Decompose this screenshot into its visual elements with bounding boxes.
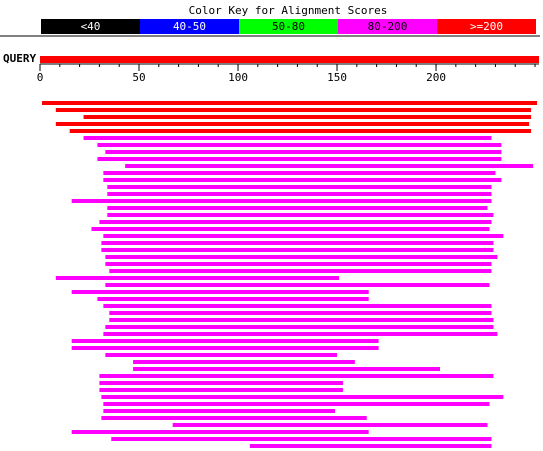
key-label: 50-80: [272, 20, 305, 33]
hit-bar: [109, 269, 492, 273]
hit-bar: [103, 332, 498, 336]
hit-bar: [107, 185, 492, 189]
hit-bar: [97, 297, 369, 301]
query-bar: [40, 56, 539, 63]
hit-bar: [103, 402, 490, 406]
hit-bar: [125, 164, 534, 168]
hit-bar: [105, 353, 338, 357]
hit-bar: [55, 122, 530, 126]
key-label: 80-200: [368, 20, 408, 33]
hit-bar: [99, 374, 494, 378]
x-tick-label: 150: [327, 71, 347, 84]
key-swatch: [338, 19, 437, 34]
hit-bar: [97, 143, 502, 147]
hit-bar: [71, 430, 369, 434]
hit-bar: [105, 262, 492, 266]
hit-bar: [107, 192, 492, 196]
hit-bar: [105, 283, 490, 287]
hit-bar: [133, 367, 440, 371]
key-label: >=200: [470, 20, 503, 33]
hit-bar: [103, 178, 502, 182]
hit-bar: [99, 381, 343, 385]
hit-bar: [105, 325, 494, 329]
hit-bar: [69, 129, 532, 133]
hit-bar: [55, 276, 340, 280]
hit-bar: [55, 108, 532, 112]
key-label: <40: [81, 20, 101, 33]
hit-bar: [101, 416, 367, 420]
key-label: 40-50: [173, 20, 206, 33]
hit-bar: [41, 101, 538, 105]
hit-bar: [103, 234, 504, 238]
query-label: QUERY: [3, 52, 36, 65]
hit-bar: [103, 171, 496, 175]
hit-bar: [107, 206, 488, 210]
hit-bar: [71, 339, 379, 343]
x-tick-label: 200: [426, 71, 446, 84]
x-tick-label: 100: [228, 71, 248, 84]
hit-bar: [71, 199, 492, 203]
x-tick-label: 0: [37, 71, 44, 84]
hit-bar: [71, 346, 379, 350]
hit-bar: [111, 437, 492, 441]
key-swatch: [437, 19, 536, 34]
hit-bar: [249, 444, 492, 448]
hit-bar: [103, 304, 492, 308]
hit-bar: [109, 311, 492, 315]
hit-bar: [133, 360, 355, 364]
hit-bar: [172, 423, 488, 427]
hit-bar: [107, 213, 494, 217]
hit-bar: [97, 157, 502, 161]
key-swatch: [41, 19, 140, 34]
hit-bar: [101, 248, 494, 252]
hit-bar: [105, 255, 498, 259]
hit-bar: [99, 220, 492, 224]
hit-bar: [103, 409, 336, 413]
key-title: Color Key for Alignment Scores: [189, 4, 388, 17]
hit-bar: [83, 115, 532, 119]
hit-bar: [99, 388, 343, 392]
hit-bar: [105, 150, 502, 154]
x-tick-label: 50: [132, 71, 145, 84]
hit-bar: [101, 241, 494, 245]
hit-bar: [83, 136, 492, 140]
hit-bar: [101, 395, 504, 399]
key-swatch: [239, 19, 338, 34]
hit-bar: [71, 290, 369, 294]
key-swatch: [140, 19, 239, 34]
hit-bar: [91, 227, 490, 231]
hit-bar: [109, 318, 494, 322]
